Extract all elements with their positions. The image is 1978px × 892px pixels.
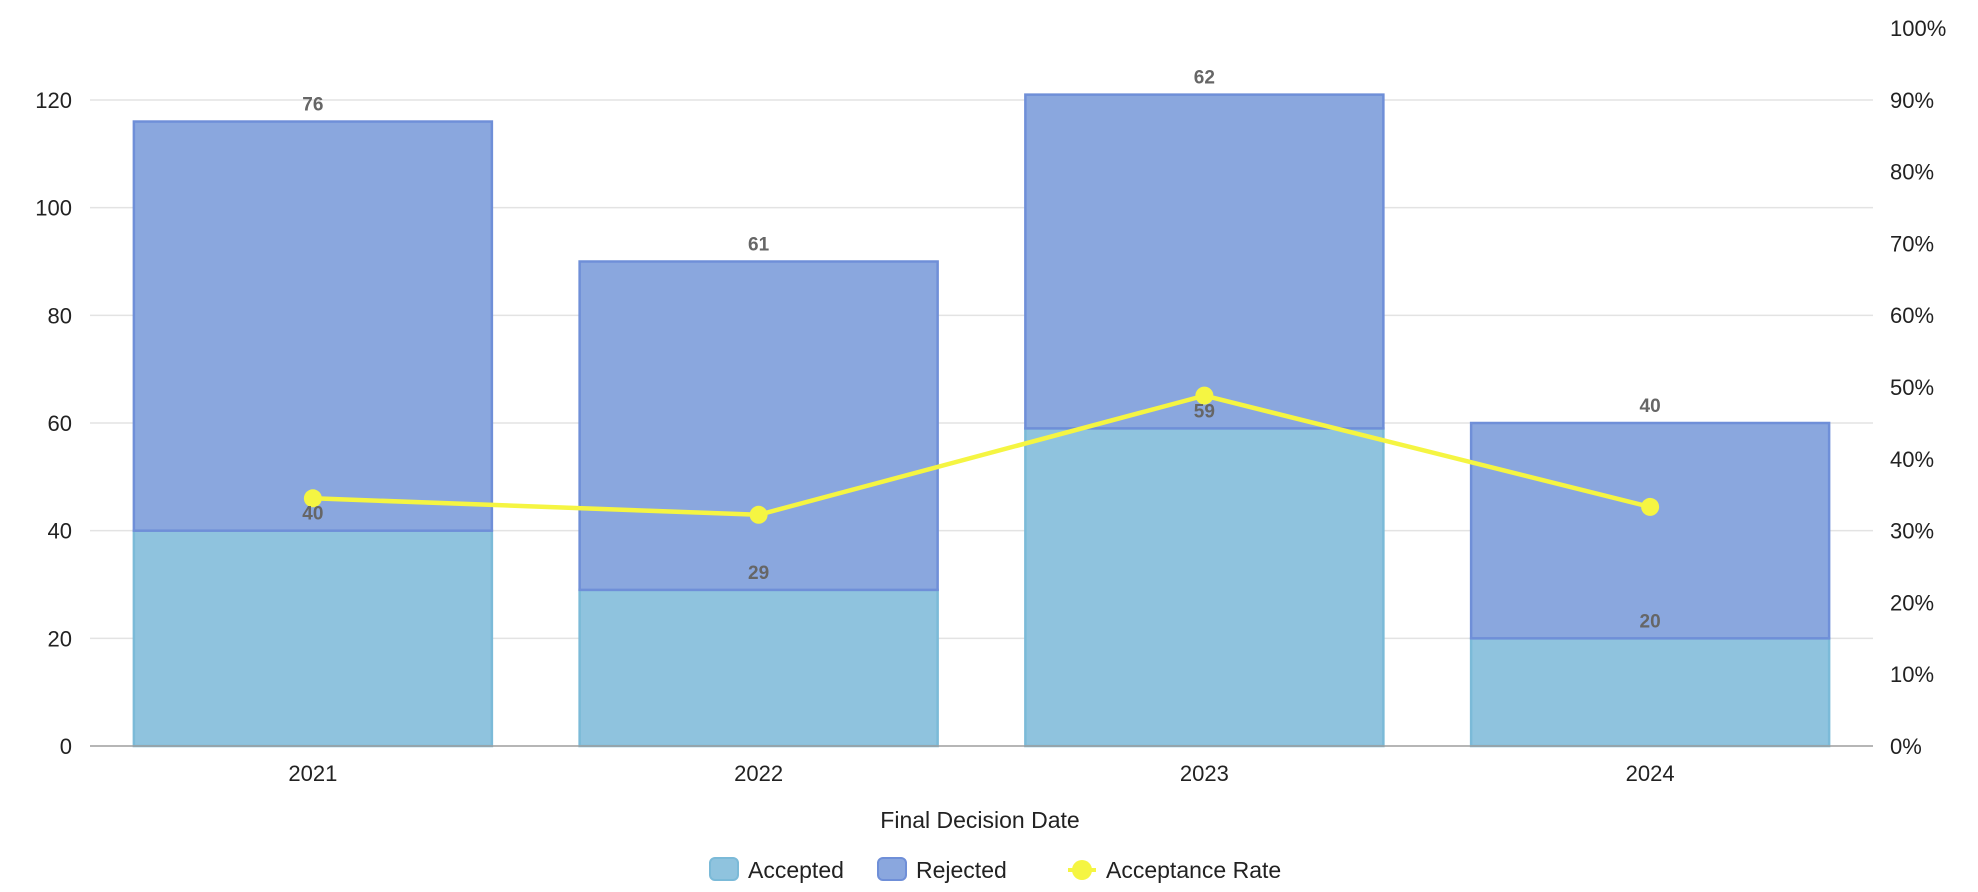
x-axis-title: Final Decision Date [880, 807, 1079, 833]
legend-item-accepted[interactable]: Accepted [709, 857, 844, 883]
y2-tick-label: 100% [1890, 16, 1946, 41]
x-tick-label: 2021 [288, 761, 337, 786]
bar-value-label: 61 [748, 235, 770, 256]
legend[interactable]: Accepted Rejected Acceptance Rate [709, 857, 1281, 883]
y-tick-label: 80 [48, 303, 72, 328]
axes: 0 20 40 60 80 100 120 0% 10% 20% 30% 40% 50% 60% 70% 80… [35, 16, 1946, 786]
acceptance-rate-line [312, 393, 1651, 518]
legend-label: Accepted [748, 857, 844, 883]
legend-item-acceptance-rate[interactable]: Acceptance Rate [1068, 857, 1281, 883]
bar-value-label: 76 [302, 95, 323, 116]
x-tick-label: 2024 [1626, 761, 1675, 786]
y-tick-label: 60 [48, 411, 72, 436]
legend-item-rejected[interactable]: Rejected [877, 857, 1007, 883]
y2-tick-label: 30% [1890, 519, 1934, 544]
y2-tick-label: 0% [1890, 734, 1922, 759]
legend-label: Acceptance Rate [1106, 857, 1281, 883]
bar-rejected[interactable] [1469, 421, 1831, 640]
acceptance-rate-line-layer [303, 386, 1660, 524]
acceptance-rate-point[interactable] [1195, 386, 1214, 405]
bar-rejected[interactable] [1024, 93, 1385, 430]
legend-swatch [709, 857, 739, 881]
bar-value-label: 40 [1640, 396, 1661, 417]
y2-tick-label: 60% [1890, 303, 1934, 328]
bar-rejected[interactable] [578, 260, 939, 592]
acceptance-rate-point[interactable] [1641, 497, 1660, 516]
y2-tick-label: 80% [1890, 160, 1934, 185]
legend-swatch [877, 857, 907, 881]
y2-tick-label: 20% [1890, 590, 1934, 615]
y-tick-label: 120 [35, 88, 72, 113]
bar-value-label: 40 [302, 504, 323, 525]
bar-value-label: 20 [1640, 611, 1661, 632]
bar-accepted[interactable] [1024, 427, 1385, 748]
y2-tick-label: 40% [1890, 447, 1934, 472]
bar-value-label: 29 [748, 563, 769, 584]
acceptance-rate-point[interactable] [749, 505, 768, 524]
y2-tick-label: 10% [1890, 662, 1934, 687]
y-tick-label: 40 [48, 519, 72, 544]
y-tick-label: 0 [60, 734, 72, 759]
bar-accepted[interactable] [1469, 637, 1831, 748]
bars [132, 93, 1831, 748]
y2-tick-label: 70% [1890, 231, 1934, 256]
bar-value-label: 59 [1194, 401, 1215, 422]
acceptance-rate-point[interactable] [303, 489, 322, 508]
y2-tick-label: 50% [1890, 375, 1934, 400]
y-tick-label: 100 [35, 196, 72, 221]
y2-tick-label: 90% [1890, 88, 1934, 113]
y-tick-label: 20 [48, 626, 72, 651]
legend-label: Rejected [916, 857, 1007, 883]
data-labels: 40 76 29 61 59 62 20 40 [302, 68, 1660, 633]
bar-accepted[interactable] [578, 588, 939, 748]
bar-rejected[interactable] [132, 120, 494, 532]
x-tick-label: 2022 [734, 761, 783, 786]
bar-value-label: 62 [1194, 68, 1215, 89]
legend-swatch-point [1072, 860, 1092, 880]
bar-accepted[interactable] [132, 529, 494, 748]
x-tick-label: 2023 [1180, 761, 1229, 786]
